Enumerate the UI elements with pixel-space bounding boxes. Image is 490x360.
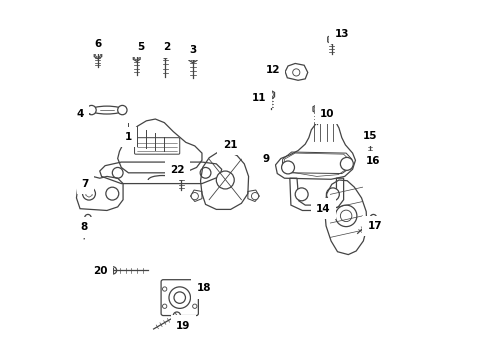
Text: 22: 22: [171, 165, 185, 175]
FancyBboxPatch shape: [135, 138, 180, 154]
Text: 9: 9: [263, 154, 271, 164]
Circle shape: [87, 105, 96, 115]
Circle shape: [374, 154, 381, 161]
Text: 1: 1: [123, 132, 132, 142]
Text: 8: 8: [81, 222, 88, 232]
Circle shape: [268, 92, 273, 97]
Text: 2: 2: [163, 42, 171, 52]
Text: 13: 13: [335, 29, 349, 39]
Text: 7: 7: [82, 179, 90, 189]
Circle shape: [96, 52, 100, 57]
Circle shape: [193, 287, 197, 291]
Text: 3: 3: [189, 45, 196, 55]
Circle shape: [370, 215, 377, 221]
Text: 5: 5: [137, 42, 145, 51]
Circle shape: [163, 287, 167, 291]
Text: 12: 12: [266, 64, 281, 75]
Circle shape: [314, 107, 319, 112]
Text: 11: 11: [252, 93, 267, 103]
Circle shape: [174, 292, 186, 303]
Circle shape: [163, 304, 167, 309]
Circle shape: [295, 188, 308, 201]
FancyBboxPatch shape: [161, 280, 198, 316]
Circle shape: [335, 205, 357, 226]
Circle shape: [173, 312, 180, 319]
Circle shape: [82, 187, 96, 200]
Circle shape: [193, 304, 197, 309]
Text: 6: 6: [95, 39, 101, 49]
Circle shape: [216, 171, 234, 189]
Circle shape: [200, 167, 211, 178]
Circle shape: [163, 52, 168, 57]
Circle shape: [293, 69, 300, 76]
Circle shape: [109, 267, 117, 274]
Circle shape: [191, 193, 198, 200]
Text: 16: 16: [366, 156, 381, 166]
Text: 15: 15: [363, 131, 377, 141]
Circle shape: [112, 167, 123, 178]
Text: 14: 14: [316, 204, 330, 214]
Circle shape: [341, 157, 353, 170]
Text: 10: 10: [320, 109, 335, 119]
Text: 18: 18: [196, 283, 211, 293]
Text: 17: 17: [368, 221, 382, 231]
Circle shape: [179, 174, 184, 179]
Circle shape: [134, 55, 139, 60]
Circle shape: [341, 210, 352, 222]
Circle shape: [85, 215, 91, 221]
Circle shape: [251, 193, 259, 200]
Circle shape: [169, 287, 191, 309]
Text: 4: 4: [76, 109, 90, 119]
Circle shape: [106, 187, 119, 200]
Text: 19: 19: [176, 321, 191, 330]
Circle shape: [118, 105, 127, 115]
Ellipse shape: [91, 106, 123, 114]
Circle shape: [282, 161, 294, 174]
Text: 21: 21: [222, 140, 237, 150]
Circle shape: [326, 188, 339, 201]
Text: 20: 20: [94, 266, 109, 276]
Circle shape: [329, 37, 335, 42]
Circle shape: [190, 55, 196, 61]
Circle shape: [366, 134, 373, 140]
